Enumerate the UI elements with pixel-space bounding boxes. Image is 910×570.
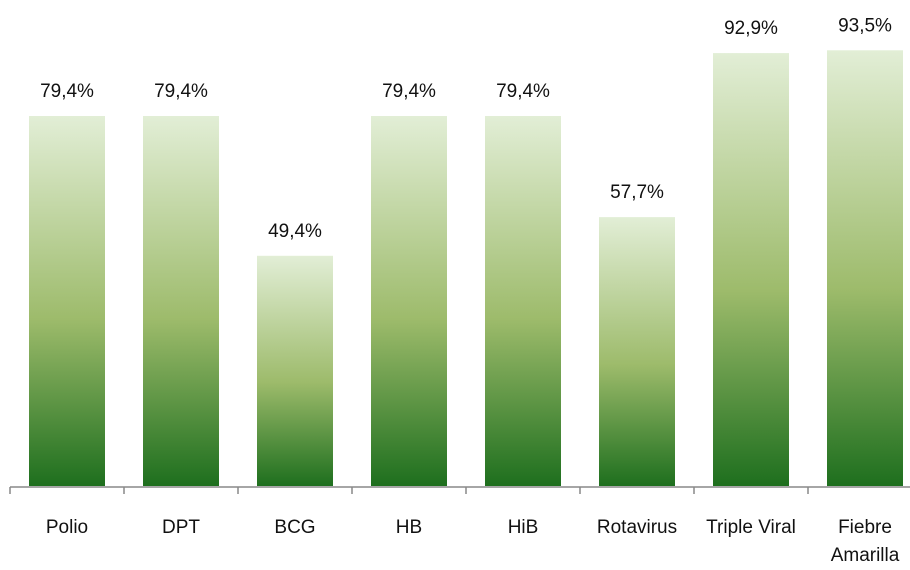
x-tick-label: BCG [274,517,316,538]
bar [827,50,903,486]
bar [371,115,447,486]
value-label: 93,5% [838,15,892,36]
x-tick-label: Triple Viral [706,517,796,538]
bar [599,217,675,487]
bar [257,255,333,486]
bar [485,115,561,486]
x-tick-label: Fiebre Amarilla [830,517,900,566]
x-tick-label: DPT [162,517,200,538]
value-label: 49,4% [268,221,322,242]
x-tick-label: Rotavirus [596,517,678,538]
value-label: 79,4% [496,81,550,102]
bar [713,53,789,486]
value-label: 79,4% [382,81,436,102]
value-label: 92,9% [724,18,778,39]
value-label: 79,4% [154,81,208,102]
value-label: 57,7% [610,182,664,203]
x-tick-label: HiB [507,517,539,538]
x-tick-label: Polio [45,517,89,538]
bar [143,115,219,486]
bar [29,115,105,486]
x-tick-label: HB [395,517,423,538]
value-label: 79,4% [40,81,94,102]
